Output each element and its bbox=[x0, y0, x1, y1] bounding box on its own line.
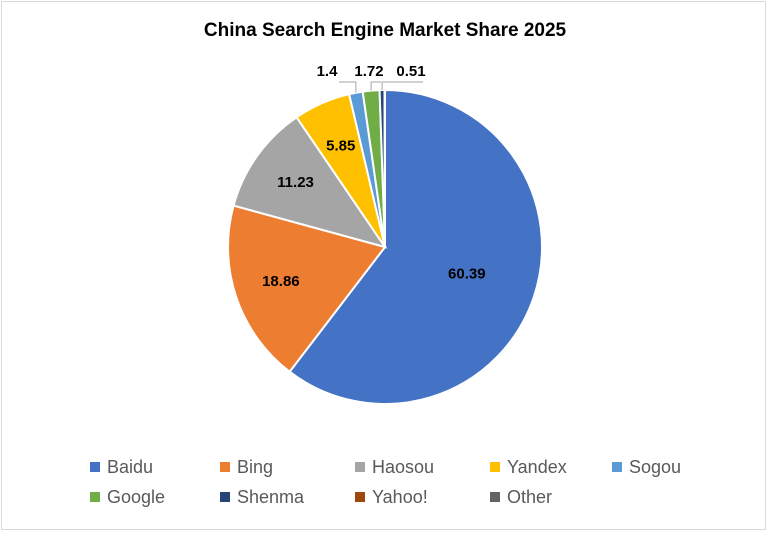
data-label: 5.85 bbox=[326, 137, 355, 154]
legend-swatch bbox=[90, 492, 100, 502]
legend-label: Google bbox=[107, 487, 165, 507]
legend-label: Haosou bbox=[372, 457, 434, 477]
legend-label: Sogou bbox=[629, 457, 681, 477]
legend-swatch bbox=[355, 492, 365, 502]
data-label: 18.86 bbox=[262, 273, 300, 290]
legend-swatch bbox=[490, 462, 500, 472]
legend-swatch bbox=[355, 462, 365, 472]
legend-label: Other bbox=[507, 487, 552, 507]
legend-label: Bing bbox=[237, 457, 273, 477]
data-label: 11.23 bbox=[277, 174, 314, 191]
data-label: 60.39 bbox=[448, 266, 486, 283]
chart-title: China Search Engine Market Share 2025 bbox=[204, 20, 567, 41]
data-label: 0.51 bbox=[396, 63, 425, 80]
legend-swatch bbox=[220, 492, 230, 502]
legend-swatch bbox=[490, 492, 500, 502]
legend-swatch bbox=[220, 462, 230, 472]
legend-label: Shenma bbox=[237, 487, 305, 507]
legend-label: Yahoo! bbox=[372, 487, 428, 507]
legend-label: Baidu bbox=[107, 457, 153, 477]
data-label: 1.4 bbox=[317, 63, 339, 80]
legend-label: Yandex bbox=[507, 457, 567, 477]
legend-swatch bbox=[90, 462, 100, 472]
data-label: 1.72 bbox=[354, 63, 383, 80]
legend-swatch bbox=[612, 462, 622, 472]
